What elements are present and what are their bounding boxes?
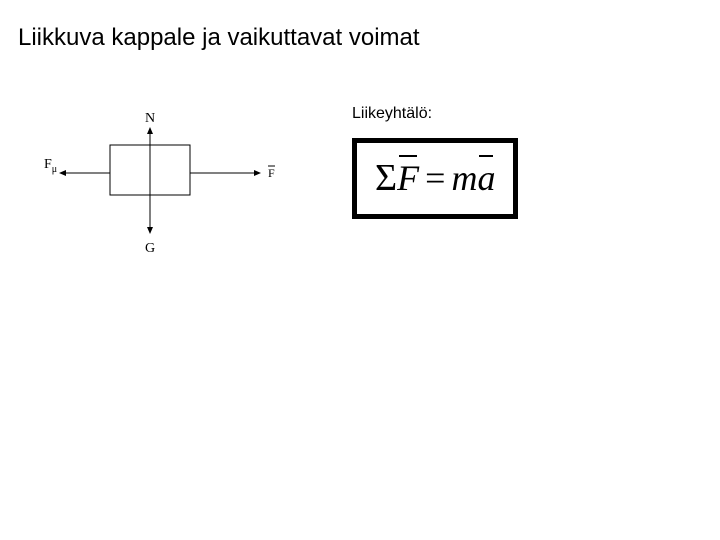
term-m: m <box>451 157 477 199</box>
free-body-diagram: N G F Fμ <box>20 100 310 270</box>
force-Fmu-label: Fμ <box>44 157 57 175</box>
sigma-symbol: Σ <box>375 156 397 200</box>
diagram-svg: N G F Fμ <box>20 100 310 270</box>
equals-sign: = <box>419 158 451 198</box>
equation-of-motion: ΣF=ma <box>375 153 495 200</box>
force-N-label: N <box>145 111 155 126</box>
force-F-label: F <box>268 166 275 180</box>
a-overbar <box>479 155 493 157</box>
equation-box: ΣF=ma <box>352 138 518 219</box>
force-G-label: G <box>145 241 155 256</box>
F-overbar <box>399 155 417 157</box>
term-a: a <box>477 157 495 199</box>
equation-label: Liikeyhtälö: <box>352 105 432 123</box>
page-title: Liikkuva kappale ja vaikuttavat voimat <box>18 24 420 52</box>
term-F: F <box>397 157 419 199</box>
